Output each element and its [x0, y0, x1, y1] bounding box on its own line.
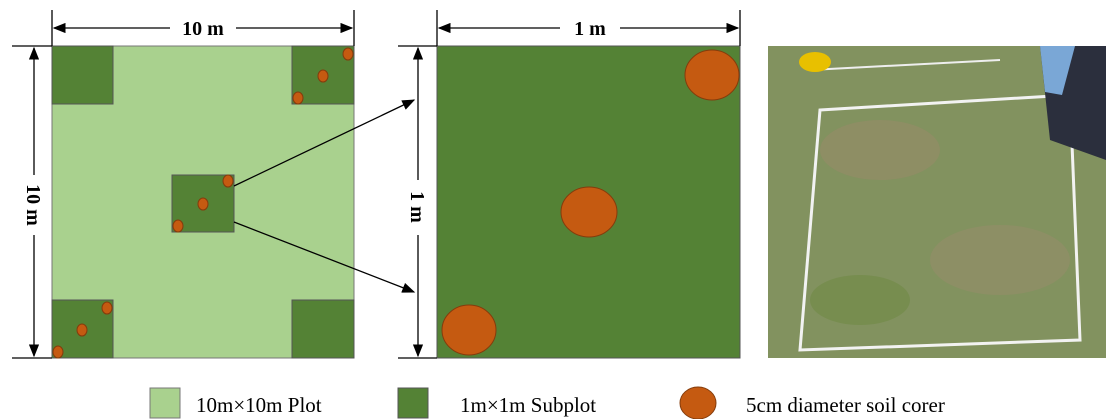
- plot-height-label: 10 m: [22, 184, 44, 226]
- plot-diagram: 10 m 10 m: [12, 10, 354, 358]
- subplot-height-label: 1 m: [406, 191, 428, 223]
- diagram: 10 m 10 m 1 m 1 m 10m×10m Plot: [0, 0, 1106, 419]
- legend-label: 1m×1m Subplot: [460, 393, 596, 417]
- legend-label: 5cm diameter soil corer: [746, 393, 945, 417]
- legend-label: 10m×10m Plot: [196, 393, 322, 417]
- field-photo: [768, 46, 1106, 358]
- legend-swatch: [398, 388, 428, 418]
- legend-swatch: [150, 388, 180, 418]
- plot-width-label: 10 m: [182, 18, 224, 40]
- subplot-width-label: 1 m: [574, 18, 606, 40]
- legend-swatch: [680, 387, 716, 419]
- legend: 10m×10m Plot 1m×1m Subplot 5cm diameter …: [150, 387, 945, 419]
- subplot-diagram: 1 m 1 m: [398, 10, 740, 358]
